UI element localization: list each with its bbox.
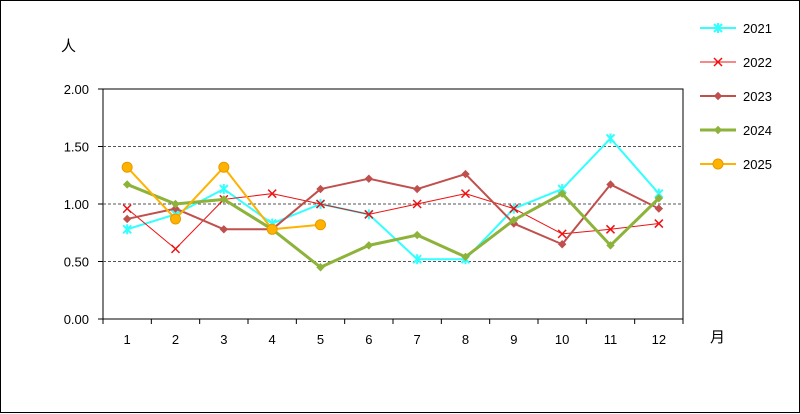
x-tick-label: 1: [124, 332, 131, 347]
data-point: [364, 174, 374, 183]
data-point: [412, 230, 422, 240]
data-point: [122, 204, 132, 214]
data-point: [316, 263, 325, 272]
legend-item-2022: 2022: [700, 55, 772, 70]
y-tick-label: 0.50: [64, 255, 89, 270]
data-point: [219, 184, 229, 195]
data-point: [219, 195, 229, 204]
data-point: [170, 244, 181, 254]
data-point: [605, 224, 616, 234]
legend-label: 2025: [743, 157, 772, 172]
y-tick-label: 1.00: [64, 197, 89, 212]
legend-item-2023: 2023: [700, 89, 772, 104]
x-tick-label: 6: [365, 332, 372, 347]
data-point: [557, 240, 567, 249]
x-tick-label: 10: [555, 332, 569, 347]
series-line-2021: [126, 137, 660, 261]
axes: 0.000.501.001.502.001 2 3 4 5 6 7 8 9 10 11 12: [64, 82, 684, 347]
x-tick-label: 11: [604, 332, 618, 347]
legend-label: 2024: [743, 123, 772, 138]
data-point: [557, 229, 567, 239]
data-point: [654, 204, 664, 213]
data-point: [606, 241, 615, 250]
legend-label: 2021: [743, 21, 772, 36]
data-point: [364, 241, 374, 250]
data-point: [266, 223, 278, 235]
data-point: [654, 194, 664, 203]
x-tick-label: 9: [510, 332, 517, 347]
data-point: [218, 161, 230, 173]
y-tick-label: 0.00: [64, 312, 89, 327]
x-tick-label: 5: [317, 332, 324, 347]
data-point: [412, 254, 422, 265]
data-point: [461, 169, 470, 179]
x-tick-label: 8: [462, 332, 469, 347]
data-point: [460, 189, 471, 199]
data-point: [122, 214, 132, 224]
legend-marker: [713, 91, 723, 101]
x-tick-label: 3: [220, 332, 227, 347]
series-2025: [121, 161, 326, 235]
x-tick-label: 2: [172, 332, 179, 347]
legend-label: 2023: [743, 89, 772, 104]
data-point: [315, 199, 326, 209]
data-point: [315, 219, 326, 231]
data-point: [122, 180, 132, 189]
legend-item-2024: 2024: [700, 123, 772, 138]
legend-marker: [713, 57, 723, 67]
data-point: [316, 184, 325, 194]
data-point: [219, 225, 229, 234]
data-point: [509, 215, 519, 225]
data-point: [171, 204, 180, 213]
data-point: [122, 224, 132, 235]
data-point: [121, 161, 133, 173]
legend: 2021 2022 2023 2024 2025: [700, 21, 772, 172]
data-point: [605, 133, 616, 144]
y-axis-unit-label: 人: [61, 37, 76, 55]
legend-label: 2022: [743, 55, 772, 70]
grid-lines: [103, 146, 683, 262]
data-point: [557, 189, 567, 198]
series-line-2023: [126, 173, 660, 246]
series-2023: [122, 169, 664, 249]
data-point: [412, 199, 422, 209]
x-tick-label: 4: [269, 332, 276, 347]
data-point: [461, 252, 470, 262]
legend-item-2025: 2025: [700, 157, 772, 172]
data-point: [412, 184, 422, 194]
y-tick-label: 1.50: [64, 140, 89, 155]
y-tick-label: 2.00: [64, 82, 89, 97]
legend-item-2021: 2021: [700, 21, 772, 36]
data-point: [267, 189, 277, 199]
data-point: [509, 204, 519, 214]
legend-marker: [712, 158, 724, 170]
data-point: [171, 199, 180, 209]
data-point: [654, 219, 664, 229]
legend-marker: [713, 125, 723, 135]
x-axis-unit-label: 月: [710, 328, 725, 346]
data-point: [364, 209, 374, 219]
data-point: [606, 180, 615, 189]
data-point: [170, 213, 181, 225]
series-line-2024: [126, 183, 660, 269]
x-tick-label: 7: [414, 332, 421, 347]
x-tick-label: 12: [652, 332, 666, 347]
series-lines: [121, 133, 664, 272]
legend-marker: [713, 23, 723, 33]
